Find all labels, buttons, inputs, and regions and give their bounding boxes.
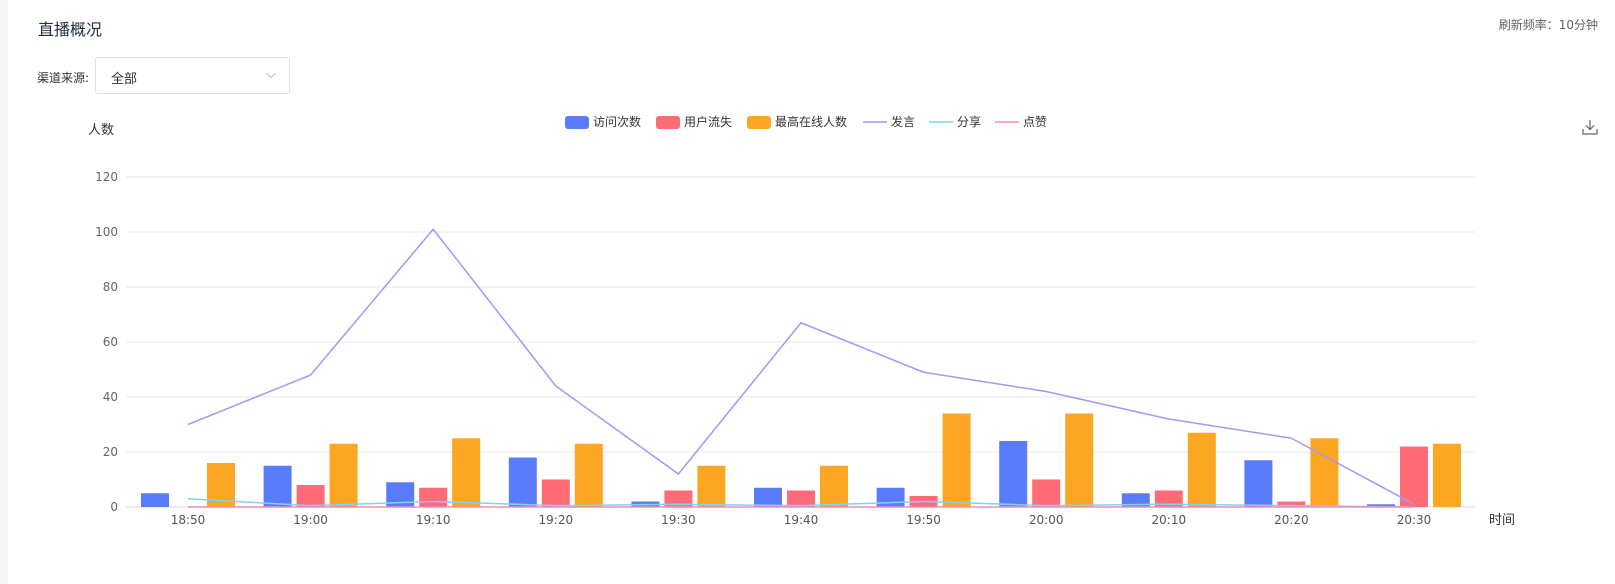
legend-label: 分享	[957, 114, 981, 129]
bar-3	[329, 443, 358, 507]
bar-1	[754, 487, 782, 507]
bar-1	[1244, 460, 1273, 507]
bar-2	[1032, 479, 1061, 507]
x-tick-label: 19:10	[416, 513, 451, 527]
x-tick-label: 19:50	[906, 513, 941, 527]
bar-3	[942, 413, 971, 507]
y-tick-label: 80	[103, 280, 118, 294]
line-series-2	[187, 498, 1415, 508]
x-tick-label: 20:20	[1274, 513, 1309, 527]
chevron-down-icon	[266, 72, 276, 79]
y-tick-label: 120	[95, 170, 118, 184]
bar-3	[452, 438, 481, 507]
y-tick-label: 40	[103, 390, 118, 404]
channel-source-value: 全部	[111, 72, 138, 87]
download-icon[interactable]	[1581, 118, 1599, 136]
bar-3	[1310, 438, 1339, 507]
bar-2	[419, 487, 448, 507]
y-tick-label: 20	[103, 445, 118, 459]
x-tick-label: 19:30	[661, 513, 696, 527]
bar-3	[574, 443, 603, 507]
x-tick-label: 19:20	[539, 513, 574, 527]
bar-1	[1121, 493, 1150, 507]
bar-1	[999, 441, 1028, 507]
legend-label: 点赞	[1023, 115, 1047, 129]
bar-1	[508, 457, 537, 507]
bar-2	[296, 485, 325, 507]
legend-label: 发言	[891, 114, 915, 129]
bar-1	[1367, 504, 1395, 507]
legend-label: 最高在线人数	[775, 114, 847, 129]
bar-2	[1400, 446, 1428, 507]
bar-1	[876, 487, 905, 507]
legend-swatch	[747, 116, 771, 129]
x-tick-label: 19:00	[293, 513, 328, 527]
x-tick-label: 18:50	[171, 513, 206, 527]
x-axis-title: 时间	[1489, 513, 1515, 528]
y-tick-label: 100	[95, 225, 118, 239]
x-tick-label: 20:10	[1152, 513, 1187, 527]
chart-container: 0 20 40 60 80 100 120 人数时间 18:50 19:00 19:10 19:20 1…	[8, 100, 1615, 550]
y-axis-title: 人数	[88, 123, 114, 138]
live-overview-panel: 直播概况 刷新频率：10分钟 渠道来源: 全部 0 20 40 60 80 100 120 人…	[8, 0, 1615, 584]
bar-2	[1154, 490, 1183, 507]
legend-label: 访问次数	[593, 114, 641, 129]
bar-3	[1065, 413, 1094, 507]
line-series-1	[187, 228, 1415, 505]
page-title: 直播概况	[38, 20, 103, 39]
bar-3	[1187, 432, 1216, 507]
legend-swatch	[656, 116, 680, 129]
x-tick-label: 20:00	[1029, 513, 1064, 527]
legend-label: 用户流失	[684, 114, 732, 129]
x-tick-label: 20:30	[1397, 513, 1432, 527]
y-tick-label: 0	[110, 500, 118, 514]
y-tick-label: 60	[103, 335, 118, 349]
refresh-rate-text: 刷新频率：10分钟	[1498, 18, 1598, 32]
bar-3	[820, 465, 848, 507]
bar-3	[697, 465, 726, 507]
bar-1	[263, 465, 292, 507]
bar-2	[541, 479, 570, 507]
channel-source-label: 渠道来源:	[37, 71, 90, 85]
x-tick-label: 19:40	[784, 513, 819, 527]
channel-source-select[interactable]: 全部	[95, 57, 290, 94]
bar-2	[1277, 501, 1306, 507]
bar-2	[664, 490, 693, 507]
legend-swatch	[565, 116, 589, 129]
bar-2	[787, 490, 815, 507]
bar-1	[141, 493, 169, 507]
bar-3	[1433, 443, 1461, 507]
